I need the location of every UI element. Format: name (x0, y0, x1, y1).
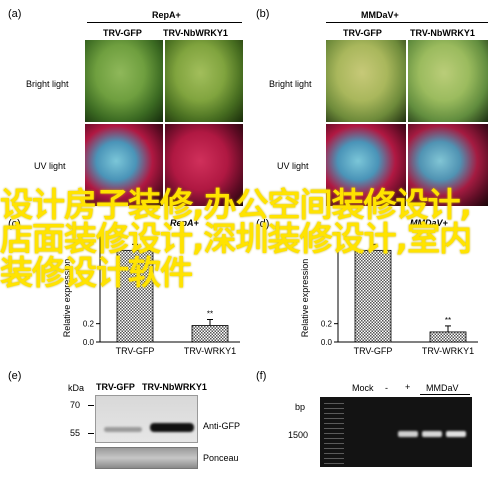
panel-f-bp: bp (295, 402, 306, 412)
panel-b-row2: UV light (277, 161, 309, 171)
panel-d-title: MMDaV+ (410, 218, 448, 228)
panel-a-title-rule (87, 22, 242, 23)
panel-e-band1-label: Anti-GFP (203, 421, 241, 431)
panel-b-row1: Bright light (269, 79, 312, 89)
panel-f-mmdav-rule (420, 394, 470, 395)
panel-e-lane1: TRV-GFP (96, 382, 135, 392)
panel-f-bp1500: 1500 (288, 430, 309, 440)
panel-a-bright-gfp-image (85, 40, 163, 122)
panel-f-band-3 (446, 431, 466, 437)
d-bar-1 (429, 331, 467, 343)
panel-f-mock: Mock (352, 383, 374, 393)
panel-f-band-2 (422, 431, 442, 437)
panel-e-marker-70: 70 (70, 400, 81, 410)
panel-a-label: (a) (8, 8, 22, 20)
panel-b-col2: TRV-NbWRKY1 (410, 28, 475, 38)
panel-e-band2-label: Ponceau (203, 453, 239, 463)
panel-b-title-rule (326, 22, 488, 23)
panel-a-row2: UV light (34, 161, 66, 171)
d-bar-0 (354, 249, 392, 343)
panel-b-bright-gfp-image (326, 40, 406, 122)
panel-f-ladder (324, 399, 344, 465)
panel-f-plus: + (405, 382, 411, 392)
panel-c-title: RepA+ (170, 218, 199, 228)
panel-e-anti-gfp-blot (95, 395, 198, 443)
panel-b-col1: TRV-GFP (343, 28, 382, 38)
panel-d-label: (d) (256, 218, 270, 230)
panel-a-col1: TRV-GFP (103, 28, 142, 38)
c-xtick-label-0: TRV-GFP (116, 346, 155, 356)
panel-f-label: (f) (256, 370, 267, 382)
panel-e-band-lane2 (150, 423, 194, 432)
panel-e-marker-55: 55 (70, 428, 81, 438)
d-ytick-label-0: 0.2 (321, 320, 333, 329)
panel-b-uv-wrky1-image (408, 124, 488, 206)
d-xtick-label-1: TRV-WRKY1 (422, 346, 474, 356)
panel-a-col2: TRV-NbWRKY1 (163, 28, 228, 38)
panel-d-chart: Relative expression 0.2 0.0 TRV-GFP TRV-WRKY… (300, 232, 478, 356)
c-xtick-label-1: TRV-WRKY1 (184, 346, 236, 356)
panel-b-label: (b) (256, 8, 270, 20)
panel-f-band-1 (398, 431, 418, 437)
panel-e-marker-tick-70 (88, 405, 94, 406)
panel-e-band-lane1 (104, 427, 142, 432)
panel-c-chart: Relative expression 0.2 0.0 TRV-GFP TRV-WRKY… (62, 232, 240, 356)
panel-f-gel-image (320, 397, 472, 467)
c-ylabel: Relative expression (62, 259, 72, 338)
panel-b-uv-gfp-image (326, 124, 406, 206)
panel-b-bright-wrky1-image (408, 40, 488, 122)
d-ylabel: Relative expression (300, 259, 310, 338)
panel-f-mmdav: MMDaV (426, 383, 459, 393)
d-xtick-label-0: TRV-GFP (354, 346, 393, 356)
c-ytick-label-1: 0.0 (83, 338, 95, 347)
panel-a-row1: Bright light (26, 79, 69, 89)
panel-c-label: (c) (8, 218, 21, 230)
panel-e-kda: kDa (68, 383, 85, 393)
c-sig: ** (207, 310, 213, 319)
panel-e-marker-tick-55 (88, 433, 94, 434)
d-ytick-label-1: 0.0 (321, 338, 333, 347)
panel-e-ponceau-blot (95, 447, 198, 469)
c-ytick-label-0: 0.2 (83, 320, 95, 329)
watermark-text: 设计房子装修,办公空间装修设计,店面装修设计,深圳装修设计,室内装修设计软件 (0, 185, 472, 292)
panel-a-uv-wrky1-image (165, 124, 243, 206)
panel-e-label: (e) (8, 370, 22, 382)
panel-a-uv-gfp-image (85, 124, 163, 206)
c-bar-1 (191, 325, 229, 343)
d-sig: ** (445, 316, 451, 325)
panel-a-title: RepA+ (152, 10, 181, 20)
panel-b-title: MMDaV+ (361, 10, 399, 20)
panel-e-lane2: TRV-NbWRKY1 (142, 382, 207, 392)
panel-f-minus: - (385, 383, 388, 393)
panel-a-bright-wrky1-image (165, 40, 243, 122)
